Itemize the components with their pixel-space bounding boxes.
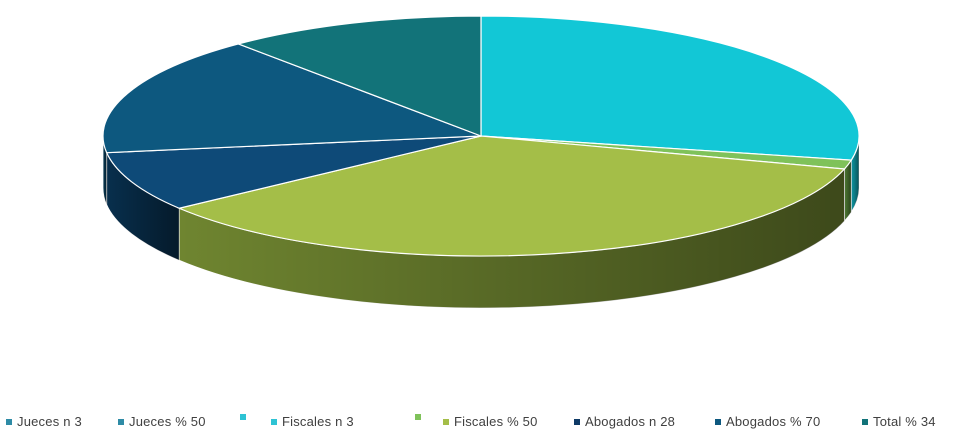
legend-swatch [271, 418, 277, 425]
legend-swatch [6, 418, 12, 425]
legend-label: Fiscales n 3 [282, 414, 354, 429]
pie-slice [480, 15, 860, 161]
legend-item: Total % 34 [862, 414, 936, 429]
pie-slice [236, 15, 482, 137]
legend-item: Abogados % 70 [715, 414, 820, 429]
pie-sides [102, 135, 860, 309]
legend-item: Jueces n 3 [6, 414, 82, 429]
legend-swatch [415, 414, 421, 420]
pie-slice-side-shade [106, 152, 180, 261]
legend-swatch [118, 418, 124, 425]
legend-item: Fiscales % 50 [443, 414, 538, 429]
pie-slice [102, 43, 482, 154]
legend-label: Abogados n 28 [585, 414, 676, 429]
legend-swatch [862, 418, 868, 425]
legend-label: Abogados % 70 [726, 414, 821, 429]
pie-slice-side-shade [851, 136, 859, 213]
legend-item: Abogados n 28 [574, 414, 675, 429]
legend-swatch [715, 418, 721, 425]
legend-item: Jueces % 50 [118, 414, 206, 429]
legend-label: Jueces n 3 [17, 414, 82, 429]
pie-slice-side-shade [844, 160, 852, 222]
legend-label: Jueces % 50 [129, 414, 206, 429]
legend-swatch [240, 414, 246, 420]
pie-slice [177, 135, 846, 257]
legend-label: Fiscales % 50 [454, 414, 538, 429]
legend-item: Fiscales n 3 [271, 414, 354, 429]
pie-slice-side-shade [103, 136, 107, 205]
legend-swatch [574, 418, 580, 425]
legend-swatch [443, 418, 449, 425]
pie-slice [105, 135, 482, 209]
legend-item [415, 414, 426, 420]
legend-item [240, 414, 251, 420]
legend-label: Total % 34 [873, 414, 936, 429]
pie-tops [102, 15, 860, 257]
pie-slice-side-shade [179, 169, 845, 309]
